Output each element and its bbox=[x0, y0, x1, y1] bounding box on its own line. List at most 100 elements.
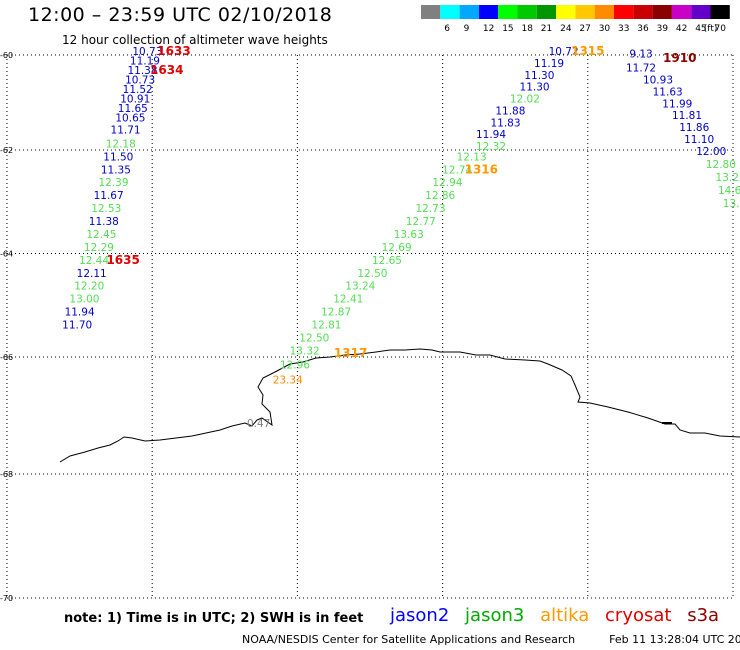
wave-height-value: 11.19 bbox=[130, 56, 160, 68]
wave-height-value: 11.86 bbox=[679, 122, 709, 134]
pass-time-label: 1910 bbox=[663, 51, 696, 65]
colorbar-swatch bbox=[517, 5, 537, 19]
lat-tick-label: -68 bbox=[0, 470, 13, 479]
wave-height-value: 12.65 bbox=[372, 255, 402, 267]
wave-height-value: 13.32 bbox=[290, 345, 320, 357]
colorbar-tick-label: 70 bbox=[715, 24, 727, 33]
wave-height-value: 11.38 bbox=[127, 65, 157, 77]
wave-height-value: 23.34 bbox=[273, 374, 303, 386]
wave-height-value: 9.13 bbox=[629, 48, 652, 60]
wave-height-value: 12.74 bbox=[442, 164, 472, 176]
colorbar-swatch bbox=[575, 5, 595, 19]
wave-height-value: 12.44 bbox=[79, 255, 109, 267]
colorbar-swatch bbox=[421, 5, 441, 19]
wave-height-value: 12.69 bbox=[382, 242, 412, 254]
wave-height-tracks: 10.7311.1911.3810.7311.5210.9111.6510.65… bbox=[62, 46, 740, 430]
wave-height-value: 11.30 bbox=[520, 82, 550, 94]
wave-height-value: 11.72 bbox=[626, 63, 656, 75]
pass-time-label: 1634 bbox=[150, 63, 183, 77]
coastline-west bbox=[59, 419, 258, 463]
wave-height-value: 11.70 bbox=[62, 320, 92, 332]
wave-height-value: 12.87 bbox=[321, 307, 351, 319]
wave-height-value: 11.94 bbox=[476, 129, 506, 141]
colorbar-swatch bbox=[498, 5, 518, 19]
wave-height-value: 11.81 bbox=[672, 110, 702, 122]
wave-height-value: 12.39 bbox=[98, 177, 128, 189]
wave-height-value: 10.73 bbox=[132, 46, 162, 58]
wave-height-value: 12.77 bbox=[406, 216, 436, 228]
lat-lon-grid: -60-62-64-66-68-70454851545760 bbox=[0, 51, 734, 603]
wave-height-value: 12.00 bbox=[696, 146, 726, 158]
colorbar-tick-label: 15 bbox=[502, 24, 513, 33]
footer-org: NOAA/NESDIS Center for Satellite Applica… bbox=[242, 633, 576, 646]
wave-height-value: 12.50 bbox=[299, 332, 329, 344]
page-title: 12:00 – 23:59 UTC 02/10/2018 bbox=[28, 4, 333, 26]
colorbar-tick-label: 24 bbox=[560, 24, 572, 33]
pass-time-label: 1635 bbox=[106, 253, 139, 267]
wave-height-value: 11.10 bbox=[684, 134, 714, 146]
wave-height-value: 12.50 bbox=[357, 268, 387, 280]
units-note: note: 1) Time is in UTC; 2) SWH is in fe… bbox=[64, 611, 364, 626]
wave-height-value: 11.67 bbox=[94, 190, 124, 202]
wave-height-value: 13.16 bbox=[723, 198, 740, 210]
colorbar-tick-label: 6 bbox=[444, 24, 450, 33]
wave-height-value: 12.81 bbox=[311, 320, 341, 332]
pass-time-label: 1316 bbox=[465, 162, 498, 176]
lat-tick-label: -70 bbox=[0, 594, 13, 603]
lat-tick-label: -62 bbox=[0, 146, 13, 155]
colorbar-swatch bbox=[556, 5, 576, 19]
wave-height-value: 12.13 bbox=[457, 151, 487, 163]
colorbar-swatch bbox=[614, 5, 634, 19]
wave-height-value: 11.71 bbox=[111, 124, 141, 136]
wave-height-value: 12.80 bbox=[706, 159, 736, 171]
wave-height-value: 12.29 bbox=[84, 242, 114, 254]
pass-time-labels: 1633 1634 1635 1315 1910 1316 1317 bbox=[106, 44, 696, 360]
wave-height-value: 11.30 bbox=[524, 70, 554, 82]
page-subtitle: 12 hour collection of altimeter wave hei… bbox=[62, 33, 328, 47]
colorbar-swatch bbox=[440, 5, 460, 19]
legend-s3a: s3a bbox=[687, 605, 720, 626]
wave-height-value: 14.62 bbox=[718, 185, 740, 197]
antarctic-coastline bbox=[256, 348, 740, 438]
colorbar-swatch bbox=[633, 5, 653, 19]
wave-height-value: 12.41 bbox=[333, 294, 363, 306]
wave-height-value: 13.24 bbox=[345, 281, 375, 293]
wave-height-value: 11.35 bbox=[101, 164, 131, 176]
wave-height-value: 10.72 bbox=[549, 46, 579, 58]
colorbar-swatch bbox=[691, 5, 711, 19]
wave-height-value: 11.19 bbox=[534, 58, 564, 70]
pass-time-label: 1315 bbox=[571, 44, 604, 58]
wave-height-value: 0.47 bbox=[247, 418, 270, 430]
lat-tick-label: -64 bbox=[0, 250, 13, 259]
wave-height-value: 11.99 bbox=[662, 98, 692, 110]
wave-height-value: 12.20 bbox=[74, 281, 104, 293]
colorbar-tick-label: 39 bbox=[657, 24, 669, 33]
wave-height-value: 12.96 bbox=[280, 360, 310, 372]
wave-height-value: 13.00 bbox=[69, 294, 99, 306]
colorbar-tick-label: 9 bbox=[464, 24, 470, 33]
wave-height-value: 12.45 bbox=[86, 229, 116, 241]
wave-height-value: 11.88 bbox=[495, 105, 525, 117]
wave-height-value: 13.63 bbox=[394, 229, 424, 241]
wave-height-value: 12.18 bbox=[106, 139, 136, 151]
wave-height-value: 11.94 bbox=[65, 307, 95, 319]
lat-tick-label: -60 bbox=[0, 51, 13, 60]
wave-height-value: 11.52 bbox=[123, 84, 153, 96]
colorbar-unit-label: (ft) bbox=[704, 24, 718, 33]
wave-height-value: 11.65 bbox=[118, 103, 148, 115]
colorbar-swatch bbox=[710, 5, 730, 19]
colorbar-tick-label: 27 bbox=[579, 24, 590, 33]
wave-height-value: 13.22 bbox=[716, 172, 740, 184]
wave-height-value: 11.38 bbox=[89, 216, 119, 228]
wave-height-colorbar: 6 9 12 15 18 21 24 27 30 33 36 39 42 45 70(ft) bbox=[421, 5, 730, 33]
wave-height-value: 12.86 bbox=[425, 190, 455, 202]
legend-jason3: jason3 bbox=[465, 605, 525, 626]
colorbar-swatch bbox=[652, 5, 672, 19]
footer-timestamp: Feb 11 13:28:04 UTC 2018 bbox=[609, 633, 740, 646]
satellite-legend: jason2 jason3 altika cryosat s3a bbox=[390, 605, 729, 626]
legend-altika: altika bbox=[540, 605, 590, 626]
wave-height-value: 12.53 bbox=[91, 203, 121, 215]
colorbar-tick-label: 12 bbox=[483, 24, 494, 33]
altimeter-map: -60-62-64-66-68-70454851545760 10.7311.1… bbox=[0, 44, 740, 603]
colorbar-swatch bbox=[671, 5, 692, 19]
